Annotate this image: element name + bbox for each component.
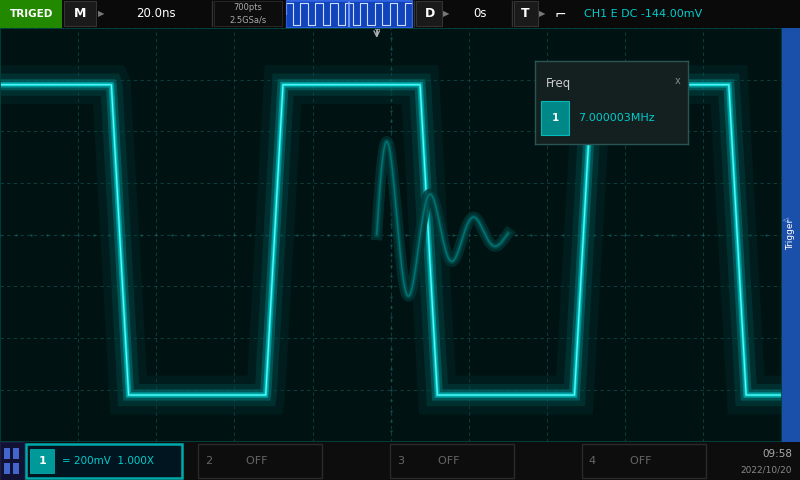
Bar [286,0,412,28]
Text: Freq: Freq [546,77,571,91]
Text: M: M [74,7,86,21]
Text: ▶: ▶ [539,10,546,18]
Text: CH1 E DC -144.00mV: CH1 E DC -144.00mV [584,9,702,19]
Bar [26,444,182,478]
Text: OFF: OFF [424,456,459,466]
Text: 0s: 0s [474,7,486,21]
Text: 2.5GSa/s: 2.5GSa/s [230,15,266,24]
Bar [13,448,19,459]
Bar [390,444,514,478]
Bar [0,0,62,28]
Text: OFF: OFF [232,456,267,466]
Bar [214,1,282,26]
Text: 2: 2 [205,456,212,466]
Bar [198,444,322,478]
Text: Trigger: Trigger [786,219,795,251]
Text: 1: 1 [551,113,559,123]
Text: 2022/10/20: 2022/10/20 [741,466,792,475]
Bar [13,464,19,474]
Text: T: T [522,7,530,21]
Bar [514,1,538,26]
Text: ▶: ▶ [98,10,104,18]
Bar [582,444,706,478]
Bar [542,101,569,135]
Bar [416,1,442,26]
Text: x: x [674,76,680,86]
Bar [4,464,10,474]
Text: D: D [425,7,434,21]
Text: TRIGED: TRIGED [10,9,53,19]
Text: 4: 4 [589,456,596,466]
Text: 700pts: 700pts [234,3,262,12]
Text: ⌐: ⌐ [554,7,566,21]
Text: OFF: OFF [616,456,651,466]
Text: ▶: ▶ [443,10,450,18]
Text: 3: 3 [397,456,404,466]
Text: 1: 1 [38,456,46,466]
Bar [64,1,96,26]
Bar [30,448,54,473]
Text: = 200mV  1.000X: = 200mV 1.000X [62,456,154,466]
Text: 09:58: 09:58 [762,449,792,459]
Bar [4,448,10,459]
Bar [0,442,24,480]
Text: 7.000003MHz: 7.000003MHz [578,113,654,123]
Text: T: T [374,29,379,38]
Text: ◁: ◁ [782,217,788,223]
Text: 20.0ns: 20.0ns [136,7,176,21]
